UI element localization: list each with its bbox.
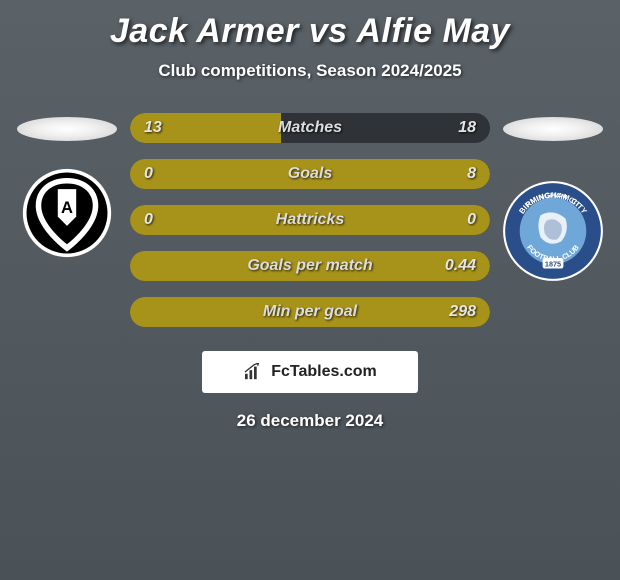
subtitle: Club competitions, Season 2024/2025	[158, 61, 461, 81]
stat-row: 0 0 Hattricks	[130, 205, 490, 235]
right-player-column: BIRMINGHAM CITY RMINGHAM CIT FOOTBALL CL…	[498, 117, 608, 283]
stat-label: Goals per match	[247, 257, 372, 275]
stat-row: 0 8 Goals	[130, 159, 490, 189]
left-club-crest: A	[21, 167, 113, 259]
main-area: A 13 18 Matches 0 8 Goals 0 0 Hattricks 0.44 Goals…	[0, 113, 620, 327]
left-player-oval	[17, 117, 117, 141]
attribution-text: FcTables.com	[271, 363, 377, 381]
stat-label: Matches	[278, 119, 342, 137]
stat-value-left: 0	[144, 211, 153, 229]
stat-label: Min per goal	[263, 303, 357, 321]
stat-row: 0.44 Goals per match	[130, 251, 490, 281]
chart-icon	[243, 363, 265, 381]
stats-column: 13 18 Matches 0 8 Goals 0 0 Hattricks 0.44 Goals p…	[130, 113, 490, 327]
stat-value-right: 18	[458, 119, 476, 137]
stat-label: Hattricks	[276, 211, 344, 229]
page-title: Jack Armer vs Alfie May	[110, 12, 510, 51]
svg-text:A: A	[61, 198, 73, 217]
left-player-column: A	[12, 117, 122, 259]
comparison-card: Jack Armer vs Alfie May Club competition…	[0, 0, 620, 431]
stat-row: 13 18 Matches	[130, 113, 490, 143]
stat-value-left: 0	[144, 165, 153, 183]
svg-text:1875: 1875	[545, 259, 561, 268]
stat-label: Goals	[288, 165, 332, 183]
stat-row: 298 Min per goal	[130, 297, 490, 327]
stat-value-right: 0.44	[445, 257, 476, 275]
stat-value-right: 298	[449, 303, 476, 321]
right-player-oval	[503, 117, 603, 141]
date-label: 26 december 2024	[237, 411, 384, 431]
attribution-badge[interactable]: FcTables.com	[202, 351, 418, 393]
stat-value-left: 13	[144, 119, 162, 137]
stat-value-right: 0	[467, 211, 476, 229]
stat-value-right: 8	[467, 165, 476, 183]
right-club-crest: BIRMINGHAM CITY RMINGHAM CIT FOOTBALL CL…	[501, 179, 605, 283]
